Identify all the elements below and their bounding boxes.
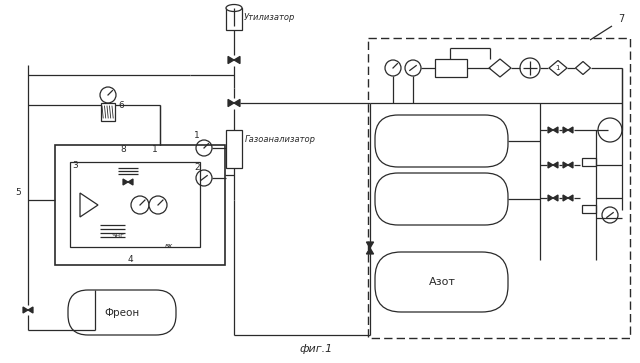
Polygon shape (548, 195, 553, 201)
Polygon shape (80, 193, 98, 217)
Polygon shape (548, 162, 553, 168)
Text: 5: 5 (15, 188, 20, 197)
Text: Газоанализатор: Газоанализатор (245, 135, 316, 144)
Circle shape (405, 60, 421, 76)
Polygon shape (489, 59, 511, 77)
Circle shape (520, 58, 540, 78)
Circle shape (385, 60, 401, 76)
Polygon shape (563, 127, 568, 133)
Text: 1: 1 (152, 145, 157, 154)
Polygon shape (563, 162, 568, 168)
Text: Фреон: Фреон (104, 308, 140, 318)
Text: 4: 4 (128, 255, 134, 264)
Polygon shape (366, 248, 374, 254)
Polygon shape (228, 56, 234, 64)
Bar (435, 59, 467, 77)
Bar (226, 130, 242, 168)
Polygon shape (28, 307, 33, 313)
Polygon shape (568, 195, 573, 201)
Polygon shape (128, 179, 133, 185)
Ellipse shape (226, 4, 242, 12)
Text: Утилизатор: Утилизатор (244, 13, 296, 23)
Circle shape (149, 196, 167, 214)
Circle shape (598, 118, 622, 142)
Polygon shape (553, 127, 558, 133)
Polygon shape (366, 242, 374, 248)
Text: 6: 6 (118, 101, 124, 110)
Polygon shape (234, 56, 240, 64)
Polygon shape (23, 307, 28, 313)
Circle shape (131, 196, 149, 214)
Bar (70, 162, 200, 247)
Polygon shape (553, 162, 558, 168)
Text: Азот: Азот (429, 277, 456, 287)
Polygon shape (123, 179, 128, 185)
Polygon shape (568, 127, 573, 133)
Text: фиг.1: фиг.1 (300, 344, 333, 354)
Polygon shape (228, 99, 234, 107)
Bar (101, 103, 115, 121)
FancyBboxPatch shape (375, 115, 508, 167)
FancyBboxPatch shape (68, 290, 176, 335)
Circle shape (196, 170, 212, 186)
Text: 1: 1 (194, 131, 200, 140)
Text: 2: 2 (194, 163, 200, 172)
Polygon shape (234, 99, 240, 107)
Polygon shape (553, 195, 558, 201)
Text: 3: 3 (72, 161, 77, 170)
Text: 8: 8 (120, 145, 125, 154)
Bar (368, 38, 630, 338)
Text: 1: 1 (555, 65, 559, 71)
Bar (582, 158, 596, 166)
Bar (226, 8, 242, 30)
FancyBboxPatch shape (375, 173, 508, 225)
Circle shape (100, 87, 116, 103)
Circle shape (602, 207, 618, 223)
Polygon shape (549, 61, 567, 76)
Text: ЭНГ: ЭНГ (111, 234, 124, 239)
Bar (55, 145, 225, 265)
Text: 7: 7 (618, 14, 624, 24)
Polygon shape (568, 162, 573, 168)
Bar (582, 205, 596, 213)
Polygon shape (563, 195, 568, 201)
Text: вк: вк (165, 243, 173, 249)
Circle shape (196, 140, 212, 156)
Polygon shape (548, 127, 553, 133)
Polygon shape (575, 61, 591, 74)
FancyBboxPatch shape (375, 252, 508, 312)
